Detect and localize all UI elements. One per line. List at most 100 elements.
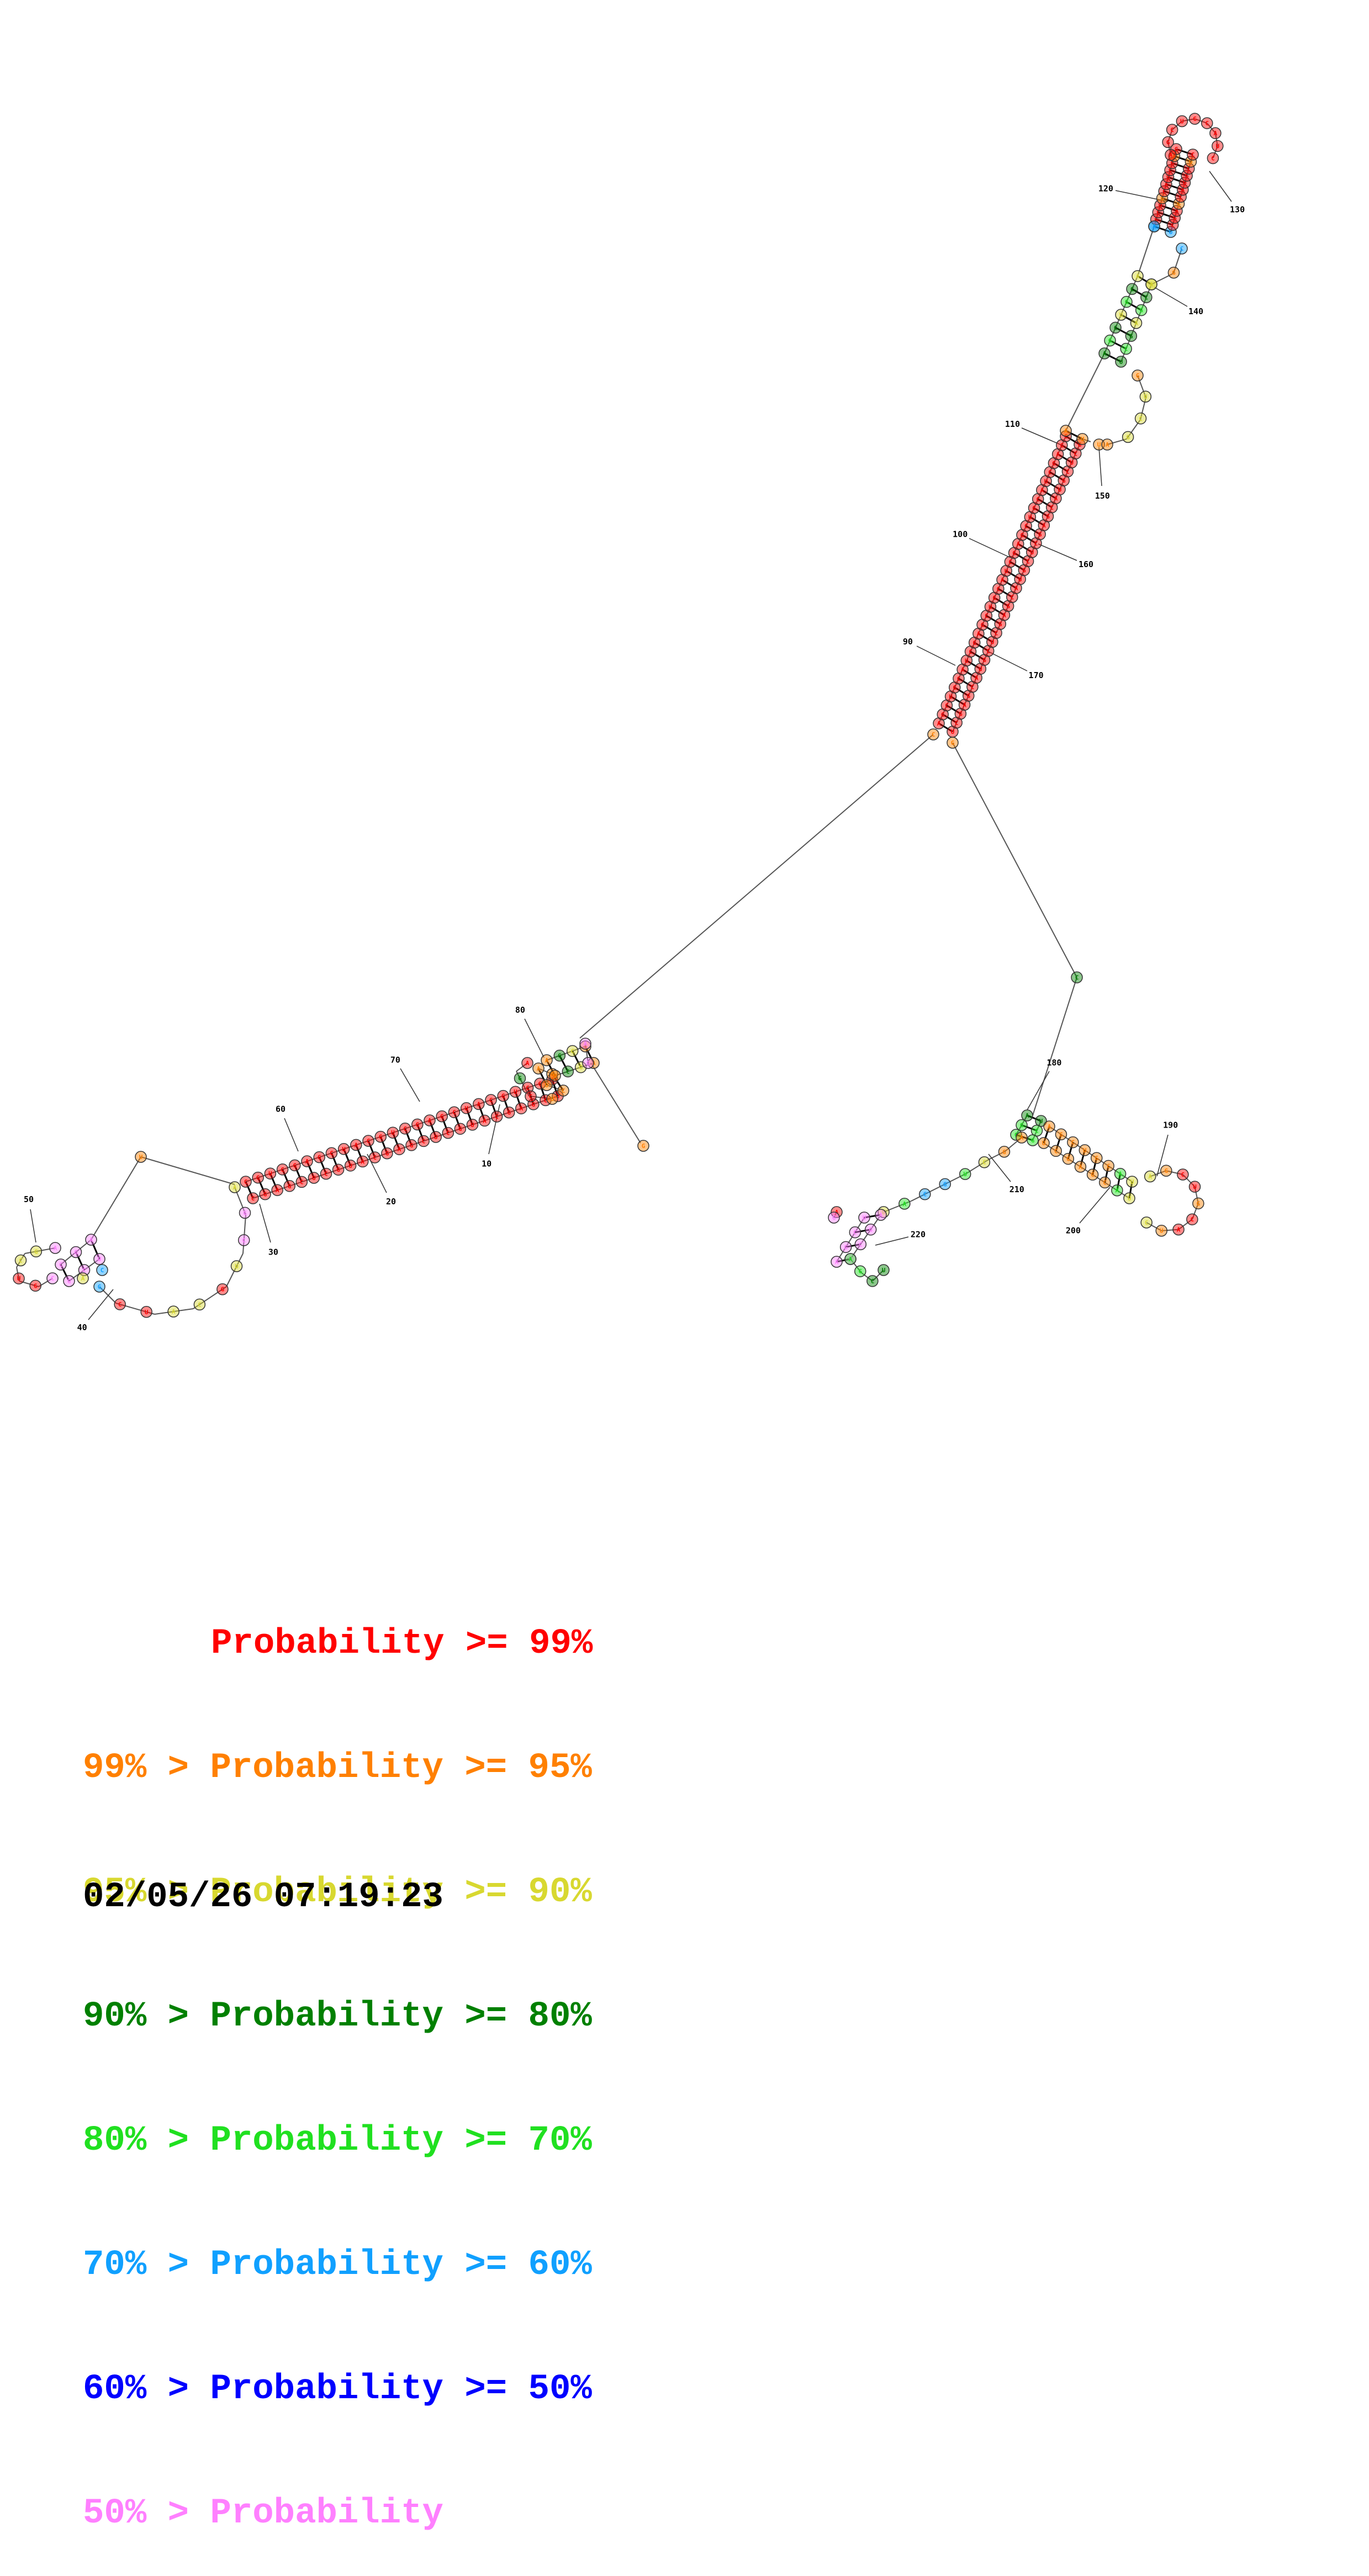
nucleotide: G	[283, 1180, 295, 1192]
svg-text:A: A	[849, 1256, 853, 1263]
svg-text:A: A	[1214, 130, 1218, 137]
nucleotide: G	[29, 1279, 41, 1292]
svg-text:A: A	[1150, 281, 1154, 288]
legend-prefix: 80% >	[83, 2121, 210, 2161]
nucleotide: G	[998, 1146, 1011, 1158]
nucleotide: G	[1055, 1128, 1067, 1141]
svg-text:G: G	[318, 1154, 321, 1161]
nucleotide: G	[828, 1212, 840, 1224]
backbone-segment	[99, 1286, 117, 1304]
base-pair-bond	[551, 1073, 564, 1091]
svg-text:A: A	[354, 1141, 358, 1149]
backbone-segment	[938, 1173, 967, 1188]
base-pair-bond	[1104, 1166, 1109, 1183]
svg-text:G: G	[982, 657, 986, 664]
nucleotide: G	[1104, 334, 1116, 347]
nucleotide: G	[1090, 1152, 1103, 1164]
nucleotide: C	[14, 1254, 27, 1267]
position-label: 170	[1029, 670, 1044, 680]
base-pair-bond	[269, 1173, 278, 1191]
base-pair-bond	[367, 1140, 376, 1158]
legend-row: 60% > Probability >= 50%	[83, 2369, 593, 2410]
nucleotide: C	[854, 1238, 867, 1251]
base-pair-bond	[404, 1128, 413, 1146]
base-pair-bond	[1065, 435, 1080, 446]
nucleotide: G	[1086, 1168, 1099, 1181]
svg-text:C: C	[932, 731, 935, 738]
base-pair-bond	[1128, 1181, 1133, 1199]
svg-text:G: G	[1062, 477, 1066, 484]
nucleotide: G	[436, 1110, 448, 1123]
base-pair-bond	[1115, 327, 1132, 337]
nucleotide: G	[259, 1188, 271, 1200]
base-pair-bond	[938, 722, 953, 733]
svg-text:C: C	[871, 1278, 875, 1285]
nucleotide: G	[1156, 192, 1169, 204]
position-label: 50	[24, 1194, 34, 1204]
nucleotide: U	[1212, 140, 1224, 152]
base-pair-bond	[1067, 1142, 1074, 1159]
nucleotide: C	[240, 1176, 252, 1188]
nucleotide: C	[1140, 1216, 1153, 1229]
svg-text:U: U	[17, 1275, 21, 1282]
nucleotide: U	[579, 1040, 591, 1052]
backbone-segment	[1212, 146, 1218, 158]
svg-text:C: C	[566, 1068, 570, 1075]
svg-text:U: U	[965, 657, 969, 664]
base-pair-bond	[1154, 225, 1171, 233]
base-pair-bond	[1137, 275, 1152, 285]
svg-text:A: A	[398, 1146, 401, 1153]
backbone-segment	[154, 1308, 194, 1315]
svg-text:A: A	[1177, 1226, 1181, 1234]
nucleotide: G	[503, 1106, 515, 1119]
nucleotide: U	[878, 1264, 890, 1276]
base-pair-bond	[950, 695, 965, 706]
svg-text:C: C	[1103, 1179, 1107, 1186]
svg-text:G: G	[1038, 531, 1042, 538]
svg-text:C: C	[1036, 496, 1040, 503]
nucleotide: C	[442, 1126, 454, 1139]
svg-text:U: U	[991, 639, 995, 646]
backbone-segment	[245, 1079, 553, 1182]
svg-text:G: G	[579, 1064, 583, 1071]
base-pair-bond	[1017, 543, 1033, 553]
svg-text:G: G	[221, 1286, 225, 1293]
svg-text:C: C	[1011, 594, 1014, 601]
svg-text:U: U	[312, 1175, 316, 1182]
svg-text:G: G	[67, 1278, 71, 1285]
svg-text:G: G	[1193, 115, 1197, 123]
position-tick-line	[488, 1104, 500, 1155]
base-pair-bond	[257, 1177, 266, 1195]
svg-text:C: C	[373, 1154, 377, 1161]
nucleotide: G	[332, 1163, 345, 1176]
nucleotide: G	[1042, 510, 1054, 522]
nucleotide: C	[1071, 971, 1083, 983]
svg-text:G: G	[458, 1125, 462, 1133]
svg-text:A: A	[1165, 181, 1169, 188]
legend-row: 95% > Probability >= 90%	[83, 1872, 593, 1913]
svg-text:A: A	[1054, 495, 1058, 502]
backbone-segment	[988, 1151, 1006, 1160]
rna-structure-diagram: 10 20 30 40 50 60 70 80 90 100 110 120 130 140 150 160 1…	[13, 113, 1245, 1332]
nucleotide: C	[362, 1135, 374, 1147]
position-tick-line	[916, 646, 956, 666]
backbone-segment	[1140, 397, 1146, 420]
svg-text:U: U	[1144, 393, 1148, 400]
position-label: 130	[1230, 205, 1245, 215]
nucleotide: U	[1093, 438, 1105, 451]
svg-text:C: C	[529, 1093, 533, 1100]
nucleotide: U	[1165, 226, 1177, 238]
svg-text:C: C	[1014, 1131, 1018, 1139]
nucleotide: C	[1067, 1136, 1079, 1149]
position-label: 120	[1098, 183, 1113, 193]
svg-text:A: A	[428, 1117, 432, 1124]
base-pair-bond	[1042, 489, 1056, 499]
nucleotide: G	[1062, 1152, 1075, 1165]
nucleotide: G	[1162, 136, 1174, 149]
base-pair-bond	[572, 1050, 582, 1068]
base-pair-bond	[546, 1060, 556, 1076]
svg-text:G: G	[1031, 1137, 1035, 1144]
svg-text:G: G	[532, 1101, 536, 1108]
svg-text:G: G	[1160, 195, 1164, 202]
svg-text:G: G	[972, 639, 976, 647]
